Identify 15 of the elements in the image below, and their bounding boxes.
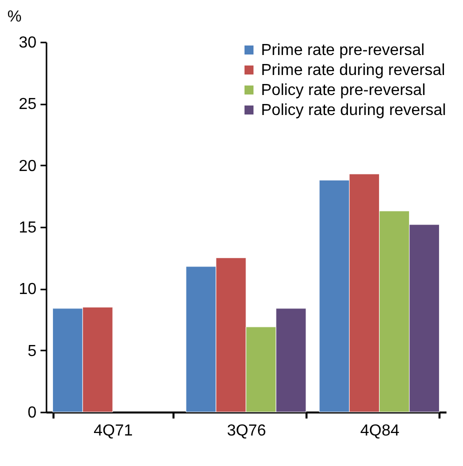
- y-tick-label: 0: [28, 404, 37, 422]
- y-tick-label: 25: [18, 96, 37, 114]
- legend-label: Prime rate pre-reversal: [261, 42, 425, 59]
- y-tick-label: 10: [18, 281, 37, 298]
- x-tick-label: 4Q84: [360, 422, 400, 440]
- legend-label: Policy rate pre-reversal: [261, 82, 426, 99]
- legend-label: Prime rate during reversal: [261, 62, 446, 79]
- legend-label: Policy rate during reversal: [261, 102, 446, 119]
- y-tick-label: 15: [18, 220, 37, 236]
- x-tick-label: 3Q76: [226, 422, 266, 440]
- y-axis-title: %: [7, 8, 22, 26]
- y-tick-label: 20: [18, 158, 37, 175]
- y-tick-label: 5: [28, 342, 37, 360]
- y-tick-label: 30: [18, 34, 37, 52]
- x-tick-label: 4Q71: [94, 422, 133, 440]
